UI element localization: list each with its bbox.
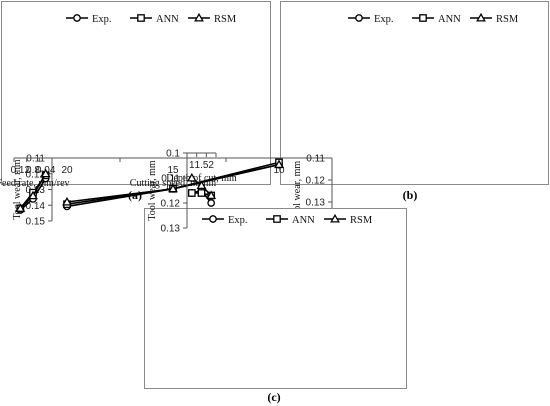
data-point [274, 159, 284, 169]
data-point [62, 196, 72, 206]
chart-frame [280, 1, 549, 185]
y-tick-label: 0.12 [161, 199, 181, 210]
data-point [187, 189, 196, 197]
legend-marker [330, 213, 340, 223]
data-point [206, 190, 217, 200]
series-triangle [62, 159, 284, 206]
panel-label: (c) [267, 390, 280, 404]
data-point [207, 199, 216, 207]
x-tick-label: 1.5 [195, 160, 209, 171]
x-tick-label: 2 [208, 160, 214, 171]
legend-marker [209, 215, 217, 223]
y-tick-label: 0.12 [306, 176, 326, 187]
y-tick-label: 0.13 [306, 198, 326, 209]
x-tick-label: 15 [167, 165, 179, 176]
legend-marker [273, 215, 281, 223]
legend-entry: Exp. [374, 14, 394, 25]
legend: Exp. ANN RSM [348, 12, 519, 25]
legend-entry: ANN [292, 215, 315, 226]
legend-entry: RSM [496, 14, 519, 25]
legend-entry: RSM [350, 215, 373, 226]
data-point [15, 203, 26, 212]
legend-marker [476, 12, 486, 22]
legend-entry: ANN [156, 14, 179, 25]
legend-marker [355, 14, 363, 22]
legend-entry: ANN [438, 14, 461, 25]
legend-entry: Exp. [92, 14, 112, 25]
x-tick-label: 0.12 [11, 165, 31, 176]
x-tick-label: 10 [273, 165, 285, 176]
y-tick-label: 0.11 [26, 154, 45, 165]
legend-entry: Exp. [228, 215, 248, 226]
x-tick-label: 1 [189, 160, 195, 171]
legend-marker [137, 14, 145, 22]
data-point [40, 168, 51, 178]
y-tick-label: 0.11 [161, 174, 180, 185]
legend-marker [194, 12, 204, 22]
chart-panel-3: 0.1 0.11 0.12 0.13 1 1.5 2 Depth of cut, mm Tool… [144, 149, 407, 404]
chart-frame [144, 208, 407, 389]
data-point [197, 189, 206, 197]
y-tick-label: 0.1 [166, 149, 180, 160]
data-point [196, 180, 207, 190]
data-point [28, 190, 38, 200]
legend-entry: RSM [214, 14, 237, 25]
x-axis-title: Depth of cut, mm [166, 173, 237, 184]
x-axis-title: Cutting speed, m/min [130, 178, 216, 189]
x-axis-title: Feed rate, mm/rev [0, 178, 70, 189]
y-tick-label: 0.11 [306, 154, 325, 165]
legend-marker [73, 14, 81, 22]
y-axis-title: Tool wear, mm [12, 159, 23, 219]
series-triangle [15, 168, 51, 212]
chart-panel-2: 0.110.120.130.14101520Cutting speed, m/m… [13, 1, 549, 231]
x-tick-label: 20 [61, 165, 73, 176]
legend: Exp. ANN RSM [66, 12, 237, 25]
x-tick-label: 0.8 [26, 165, 40, 176]
y-tick-label: 0.15 [26, 217, 46, 228]
data-point [168, 183, 178, 193]
legend-marker [419, 14, 427, 22]
y-tick-label: 0.12 [26, 169, 46, 180]
y-tick-label: 0.14 [26, 201, 46, 212]
y-axis-title: Tool wear, mm [147, 160, 158, 220]
chart-frame [1, 1, 271, 185]
panel-label: (b) [403, 188, 418, 202]
y-axis-title: Tool wear, mm [292, 161, 303, 221]
y-tick-label: 0.13 [161, 224, 181, 235]
legend: Exp. ANN RSM [202, 213, 373, 226]
data-point [186, 172, 197, 182]
series-triangle [186, 172, 217, 200]
